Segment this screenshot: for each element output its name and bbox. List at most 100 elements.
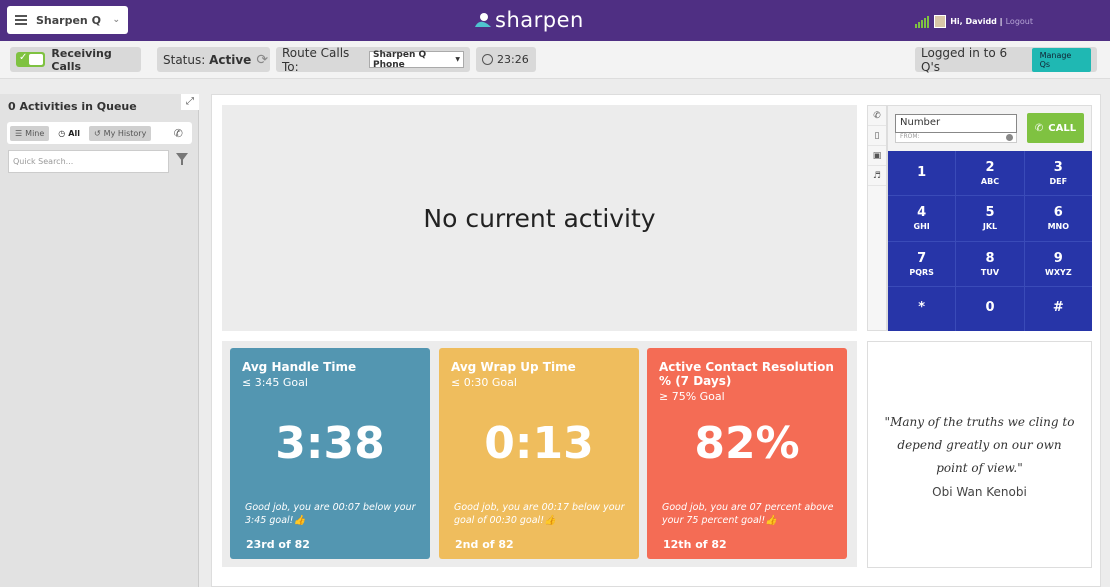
tab-my-history[interactable]: ↺ My History <box>88 125 152 141</box>
stat-title: Active Contact Resolution % (7 Days) <box>659 360 834 388</box>
tab-history-label: My History <box>103 128 147 138</box>
key-digit: 6 <box>1053 205 1063 221</box>
session-timer: 23:26 <box>476 47 536 72</box>
route-value: Sharpen Q Phone <box>373 49 427 70</box>
sharpen-logo-icon <box>475 13 491 27</box>
route-select[interactable]: Sharpen Q Phone ▼ <box>369 49 464 70</box>
timer-value: 23:26 <box>497 53 529 66</box>
key-6[interactable]: 6 MNO <box>1024 196 1092 241</box>
key-0[interactable]: 0 <box>956 286 1024 331</box>
mobile-tab-icon[interactable]: ▯ <box>868 126 886 146</box>
list-icon: ☰ <box>15 128 23 138</box>
key-8[interactable]: 8 TUV <box>956 241 1024 286</box>
key-digit: 9 <box>1053 250 1063 266</box>
route-label: Route Calls To: <box>282 45 350 74</box>
filter-icon[interactable] <box>176 153 188 165</box>
key-2[interactable]: 2 ABC <box>956 151 1024 196</box>
key-letters: TUV <box>980 267 1000 277</box>
expand-icon[interactable]: ⤢ <box>181 94 199 110</box>
app-switcher-label: Sharpen Q <box>36 13 101 27</box>
signal-strength-icon <box>915 15 930 28</box>
key-letters: MNO <box>1047 222 1070 232</box>
stat-value: 82% <box>694 418 800 469</box>
key-letters: GHI <box>913 222 930 232</box>
receiving-calls-toggle[interactable]: ✓ Receiving Calls <box>10 46 141 73</box>
history-icon: ↺ <box>93 128 101 138</box>
toggle-switch[interactable]: ✓ <box>16 52 46 67</box>
refresh-icon[interactable]: ⟳ <box>256 51 269 68</box>
stat-card-avg-handle-time: Avg Handle Time ≤ 3:45 Goal 3:38 Good jo… <box>230 348 430 559</box>
key-1[interactable]: 1 <box>888 151 956 196</box>
key-digit: * <box>918 300 926 316</box>
key-7[interactable]: 7 PQRS <box>888 241 956 286</box>
key-digit: 2 <box>985 160 995 176</box>
tab-all[interactable]: ◷ All <box>53 126 85 141</box>
phone-tab-icon[interactable]: ✆ <box>868 106 886 126</box>
key-letters: WXYZ <box>1045 267 1072 277</box>
avatar <box>934 15 947 28</box>
call-button[interactable]: ✆ CALL <box>1027 113 1084 143</box>
key-3[interactable]: 3 DEF <box>1024 151 1092 196</box>
chevron-down-icon: ⌄ <box>112 15 120 25</box>
key-letters: PQRS <box>909 267 934 277</box>
key-letters: JKL <box>982 222 998 232</box>
key-9[interactable]: 9 WXYZ <box>1024 241 1092 286</box>
key-digit: # <box>1052 300 1064 316</box>
app-switcher[interactable]: Sharpen Q ⌄ <box>7 6 128 34</box>
key-digit: 5 <box>985 205 995 221</box>
key-digit: 8 <box>985 250 995 266</box>
logout-link[interactable]: Logout <box>1005 17 1033 26</box>
key-hash[interactable]: # <box>1024 286 1092 331</box>
stat-rank: 23rd of 82 <box>246 538 310 551</box>
number-input[interactable]: Number <box>895 114 1017 133</box>
key-letters: DEF <box>1049 177 1068 187</box>
from-select[interactable]: FROM: <box>895 133 1017 143</box>
user-menu: Hi, Davidd | Logout <box>915 15 1033 28</box>
stat-goal: ≤ 3:45 Goal <box>242 376 308 389</box>
phone-icon: ✆ <box>1034 122 1044 134</box>
key-digit: 1 <box>917 164 927 180</box>
quote-text: "Many of the truths we cling to depend g… <box>884 414 1075 475</box>
stat-card-contact-resolution: Active Contact Resolution % (7 Days) ≥ 7… <box>647 348 847 559</box>
dropdown-icon <box>1006 134 1013 141</box>
caret-down-icon: ▼ <box>455 56 460 63</box>
status-pill[interactable]: Status: Active ⟳ <box>157 47 270 72</box>
key-5[interactable]: 5 JKL <box>956 196 1024 241</box>
top-bar: Sharpen Q ⌄ sharpen Hi, Davidd | Logout <box>0 0 1110 41</box>
tab-mine-label: Mine <box>25 128 45 138</box>
dialer-panel: Number FROM: ✆ CALL 1 2 ABC 3 DEF 4 GHI 5 JK… <box>887 105 1092 331</box>
volume-tab-icon[interactable]: ♬ <box>868 166 886 186</box>
contacts-tab-icon[interactable]: ▣ <box>868 146 886 166</box>
logged-in-queues: Logged in to 6 Q's Manage Qs <box>915 45 1097 74</box>
globe-icon: ◷ <box>58 128 66 138</box>
dialer-side-tabs: ✆ ▯ ▣ ♬ <box>867 105 887 331</box>
status-label: Status: <box>163 52 206 67</box>
main-panel: No current activity ✆ ▯ ▣ ♬ Number FROM:… <box>211 94 1101 587</box>
stat-card-avg-wrap-up-time: Avg Wrap Up Time ≤ 0:30 Goal 0:13 Good j… <box>439 348 639 559</box>
key-star[interactable]: * <box>888 286 956 331</box>
key-digit: 0 <box>985 300 995 316</box>
receiving-calls-label: Receiving Calls <box>51 46 112 73</box>
user-greeting: Hi, Davidd | <box>950 17 1003 26</box>
logged-in-label: Logged in to 6 Q's <box>921 45 1008 74</box>
stat-message: Good job, you are 00:17 below your goal … <box>454 502 625 526</box>
queue-filter-tabs: ☰ Mine ◷ All ↺ My History ✆ <box>7 122 192 144</box>
phone-icon[interactable]: ✆ <box>173 126 183 140</box>
stat-rank: 12th of 82 <box>663 538 727 551</box>
stats-panel: Avg Handle Time ≤ 3:45 Goal 3:38 Good jo… <box>222 341 857 567</box>
from-label: FROM: <box>900 133 920 140</box>
stat-message: Good job, you are 00:07 below your 3:45 … <box>245 502 416 526</box>
stat-goal: ≥ 75% Goal <box>659 390 725 403</box>
route-calls: Route Calls To: Sharpen Q Phone ▼ <box>276 45 470 74</box>
manage-qs-button[interactable]: Manage Qs <box>1031 47 1091 72</box>
key-letters: ABC <box>980 177 1000 187</box>
tab-mine[interactable]: ☰ Mine <box>10 125 50 141</box>
stat-value: 3:38 <box>275 418 385 469</box>
key-4[interactable]: 4 GHI <box>888 196 956 241</box>
no-activity-text: No current activity <box>423 203 656 233</box>
key-digit: 4 <box>917 205 927 221</box>
quick-search-input[interactable]: Quick Search... <box>8 150 169 173</box>
queue-title: 0 Activities in Queue <box>8 100 137 113</box>
queue-sidebar: 0 Activities in Queue ⤢ ☰ Mine ◷ All ↺ M… <box>0 94 199 587</box>
